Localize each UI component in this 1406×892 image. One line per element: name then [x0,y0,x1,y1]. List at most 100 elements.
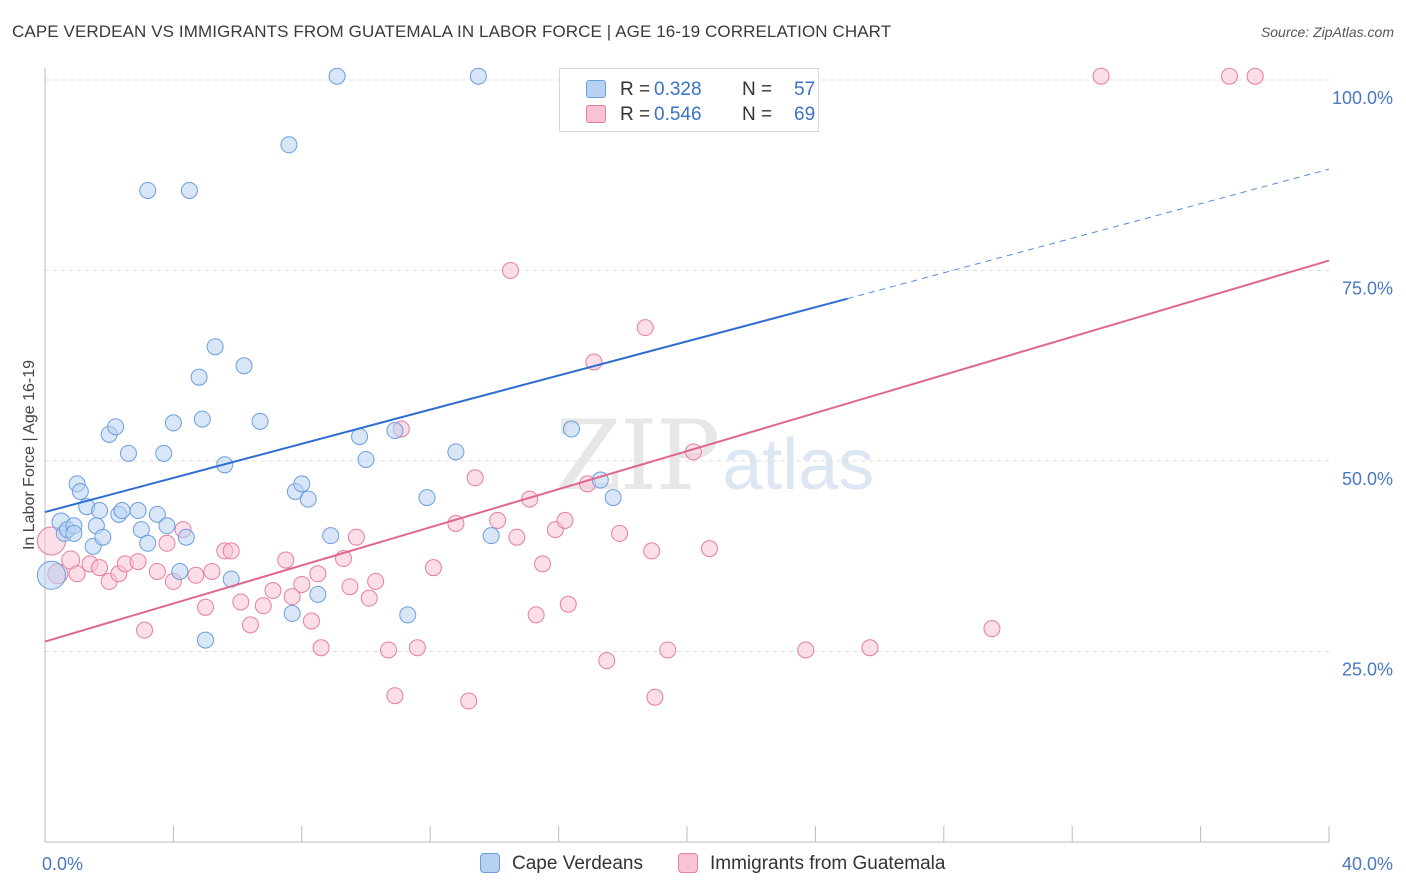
guatemala-point [379,641,397,659]
bottom-legend-swatch-pink [678,853,698,873]
cape-verdean-point [283,604,301,622]
cape-verdean-point [447,443,465,461]
cape-verdean-point [399,606,417,624]
guatemala-point [302,612,320,630]
guatemala-point [861,639,879,657]
guatemala-point [559,595,577,613]
cape-verdean-point [235,357,253,375]
cape-verdean-points [36,67,622,649]
guatemala-point [646,688,664,706]
guatemala-point [203,562,221,580]
cape-verdean-point [164,414,182,432]
guatemala-point [241,616,259,634]
cape-verdean-point [193,410,211,428]
cape-verdean-trend-line [44,297,848,514]
cape-verdean-point [177,528,195,546]
guatemala-point [501,262,519,279]
guatemala-point [408,639,426,657]
cape-verdean-point [119,444,137,462]
guatemala-point [460,692,478,710]
cape-verdean-point [328,67,346,85]
guatemala-point [360,589,378,607]
cape-verdean-point [351,428,369,446]
cape-verdean-point [129,502,147,520]
cape-verdean-point [155,444,173,462]
cape-verdean-point [65,524,83,542]
cape-verdean-point [299,490,317,508]
guatemala-point [264,582,282,600]
guatemala-point [643,542,661,560]
cape-verdean-point [251,412,269,430]
cape-verdean-point [113,502,131,520]
guatemala-point [341,578,359,596]
axes [44,68,1330,843]
guatemala-point [136,621,154,639]
guatemala-point [1092,67,1110,85]
cape-verdean-point [71,482,89,500]
cape-verdean-point [322,527,340,545]
legend-r-value: 0.546 [654,104,702,125]
guatemala-point [611,524,629,542]
axis-labels: 25.0% 50.0% 75.0% 100.0% 0.0% 40.0% In Labor F… [21,88,1393,874]
y-axis-label: In Labor Force | Age 16-19 [21,360,38,550]
cape-verdean-point [139,181,157,199]
guatemala-point [527,606,545,624]
guatemala-point [309,565,327,583]
cape-verdean-point [36,560,66,590]
legend-swatch-pink [586,105,606,123]
guatemala-point [797,641,815,659]
bottom-legend-guatemala: Immigrants from Guatemala [678,852,978,878]
x-tick-label-max: 40.0% [1342,854,1393,874]
guatemala-point [636,319,654,337]
guatemala-point [129,553,147,571]
cape-verdean-point [132,521,150,539]
cape-verdean-trend-extension [847,168,1330,300]
cape-verdean-point [180,181,198,199]
trend-lines [44,168,1330,643]
legend: R = 0.328 N = 57 R = 0.546 N = 69 [559,68,819,132]
legend-n-value: 69 [794,104,816,125]
guatemala-point [466,469,484,487]
cape-verdean-point [309,585,327,603]
guatemala-point [983,620,1001,638]
cape-verdean-point [206,338,224,356]
guatemala-point [508,528,526,546]
cape-verdean-point [357,450,375,468]
guatemala-point [222,542,240,560]
cape-verdean-point [482,527,500,545]
y-tick-label: 100.0% [1332,88,1393,108]
y-tick-label: 25.0% [1342,660,1393,680]
guatemala-point [347,528,365,546]
cape-verdean-point [190,368,208,386]
cape-verdean-point [280,136,298,154]
cape-verdean-point [604,489,622,507]
guatemala-point [158,534,176,552]
y-tick-label: 50.0% [1342,469,1393,489]
guatemala-point [148,562,166,580]
guatemala-point [386,687,404,705]
guatemala-point [489,511,507,529]
cape-verdean-point [94,528,112,546]
guatemala-points [36,67,1264,710]
guatemala-point [659,641,677,659]
bottom-legend-label: Cape Verdeans [512,853,643,874]
watermark-atlas: atlas [722,425,875,505]
guatemala-point [187,566,205,584]
guatemala-point [254,597,272,615]
chart-title: CAPE VERDEAN VS IMMIGRANTS FROM GUATEMAL… [12,22,892,41]
guatemala-point [277,551,295,569]
cape-verdean-point [148,505,166,523]
guatemala-point [197,598,214,616]
source-label: Source: ZipAtlas.com [1260,24,1394,40]
bottom-legend-label: Immigrants from Guatemala [710,853,946,874]
cape-verdean-point [91,502,109,520]
guatemala-point [283,588,301,606]
cape-verdean-point [386,422,404,440]
guatemala-point [556,511,574,529]
cape-verdean-point [418,489,436,507]
guatemala-point [424,559,442,577]
cape-verdean-point [469,67,487,85]
guatemala-point [1220,67,1238,85]
cape-verdean-point [107,418,125,436]
